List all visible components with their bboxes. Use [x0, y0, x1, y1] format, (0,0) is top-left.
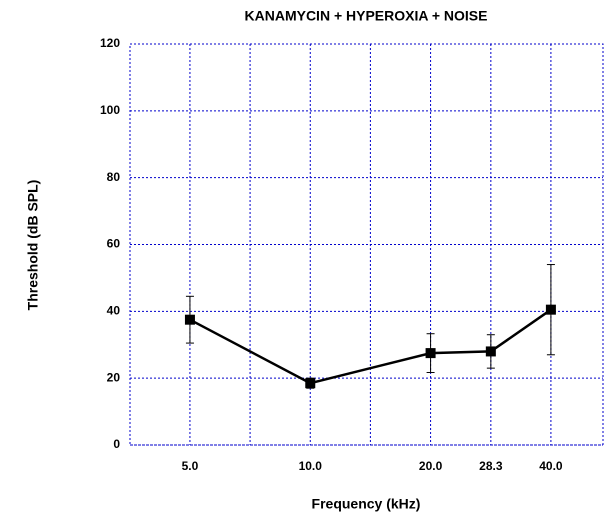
x-tick-label: 28.3 [479, 459, 503, 473]
marker [184, 314, 195, 325]
y-tick-label: 40 [107, 304, 121, 318]
y-tick-label: 0 [113, 437, 120, 451]
x-tick-label: 20.0 [419, 459, 443, 473]
marker [485, 346, 496, 357]
y-axis-label: Threshold (dB SPL) [25, 180, 41, 311]
x-tick-label: 10.0 [299, 459, 323, 473]
x-tick-label: 5.0 [182, 459, 199, 473]
x-tick-label: 40.0 [539, 459, 563, 473]
x-axis-label: Frequency (kHz) [312, 496, 421, 512]
y-tick-label: 100 [100, 103, 120, 117]
y-tick-label: 80 [107, 170, 121, 184]
y-tick-label: 20 [107, 370, 121, 384]
marker [425, 348, 436, 359]
y-tick-label: 60 [107, 237, 121, 251]
marker [545, 304, 556, 315]
marker [305, 378, 316, 389]
y-tick-label: 120 [100, 36, 120, 50]
chart-title: KANAMYCIN + HYPEROXIA + NOISE [245, 8, 488, 24]
